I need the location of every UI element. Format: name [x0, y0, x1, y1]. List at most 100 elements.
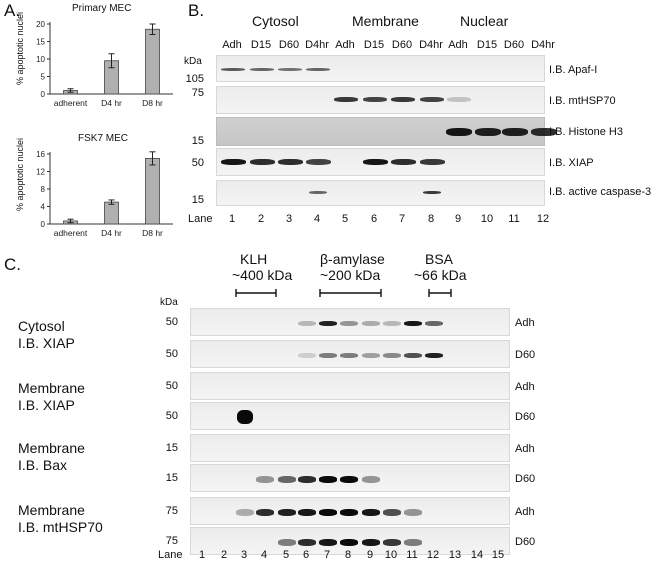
- blot-band: [390, 159, 416, 165]
- lane-number: 2: [220, 549, 228, 561]
- fraction-membrane: Membrane: [352, 13, 419, 29]
- mw-marker: 75: [165, 535, 178, 547]
- standard-amylase: β-amylase: [320, 251, 385, 267]
- group-label: Cytosol: [18, 318, 65, 334]
- lane-header: Adh: [222, 39, 242, 51]
- lane-header: Adh: [335, 39, 355, 51]
- lane-header: D4hr: [419, 39, 443, 51]
- fraction-strip: [190, 527, 510, 555]
- panel-b-kda: kDa: [184, 56, 202, 67]
- lane-number: 3: [240, 549, 248, 561]
- lane-header: D60: [278, 39, 300, 51]
- blot-band: [363, 97, 387, 102]
- fraction-strip: [190, 434, 510, 462]
- blot-band: [277, 159, 303, 165]
- lane-header: D4hr: [531, 39, 555, 51]
- x-tick-label: D8 hr: [142, 98, 163, 108]
- condition-label: Adh: [515, 381, 535, 393]
- fraction-band: [425, 352, 443, 358]
- lane-header: D60: [391, 39, 413, 51]
- mw-50: 50: [191, 157, 204, 169]
- panel-c-letter: C.: [4, 255, 21, 274]
- lane-number: 6: [302, 549, 310, 561]
- mw-marker: 15: [165, 472, 178, 484]
- mw-marker: 50: [165, 316, 178, 328]
- fraction-strip: [190, 497, 510, 525]
- x-tick-label: D4 hr: [101, 228, 122, 238]
- y-tick-label: 8: [41, 185, 46, 194]
- ib-histone-h3: I.B. Histone H3: [549, 126, 623, 138]
- condition-label: Adh: [515, 506, 535, 518]
- fraction-strip: [190, 372, 510, 400]
- lane-number: 10: [384, 549, 398, 561]
- blot-band: [420, 97, 444, 102]
- y-tick-label: 0: [41, 220, 46, 229]
- ib-xiap: I.B. XIAP: [549, 157, 594, 169]
- lane-number: 15: [491, 549, 505, 561]
- fraction-band: [404, 352, 422, 358]
- blot-band: [305, 159, 331, 165]
- fraction-band: [319, 352, 337, 358]
- lane-number: 12: [426, 549, 440, 561]
- fraction-strip: [190, 308, 510, 336]
- lane-number: 5: [341, 213, 349, 225]
- lane-number: 9: [366, 549, 374, 561]
- fraction-band: [278, 508, 296, 516]
- lane-number: 9: [454, 213, 462, 225]
- blot-band: [221, 68, 245, 71]
- lane-number: 10: [480, 213, 494, 225]
- fraction-band: [298, 508, 316, 516]
- fraction-band: [362, 538, 380, 546]
- group-ib-label: I.B. XIAP: [18, 397, 75, 413]
- blot-strip: [216, 148, 545, 176]
- condition-label: Adh: [515, 443, 535, 455]
- fraction-band: [383, 352, 401, 358]
- chart-1: 0 5 10 15 20 adherent D4 hr D8 hr: [36, 20, 173, 108]
- standard-klh-size: ~400 kDa: [232, 267, 293, 283]
- standard-bsa: BSA: [425, 251, 454, 267]
- lane-header: D4hr: [305, 39, 329, 51]
- lane-number: 6: [370, 213, 378, 225]
- x-tick-label: D4 hr: [101, 98, 122, 108]
- fraction-band: [340, 508, 358, 516]
- blot-strip: [216, 180, 545, 206]
- standard-bsa-size: ~66 kDa: [414, 267, 467, 283]
- fraction-strip: [190, 402, 510, 430]
- fraction-band: [236, 508, 254, 516]
- lane-number: 1: [228, 213, 236, 225]
- fraction-cytosol: Cytosol: [252, 13, 299, 29]
- fraction-band: [237, 410, 253, 424]
- condition-label: D60: [515, 473, 536, 485]
- x-tick-label: adherent: [54, 228, 88, 238]
- panel-c-lane-label: Lane: [158, 549, 183, 561]
- fraction-band: [404, 538, 422, 546]
- blot-band: [220, 159, 246, 165]
- blot-band: [309, 191, 327, 194]
- lane-number: 13: [448, 549, 462, 561]
- y-tick-label: 16: [36, 150, 45, 159]
- fraction-band: [362, 320, 380, 326]
- lane-number: 8: [344, 549, 352, 561]
- ib-mthsp70: I.B. mtHSP70: [549, 95, 616, 107]
- blot-strip: [216, 55, 545, 82]
- fraction-strip: [190, 464, 510, 492]
- bsa-range-bar: [428, 289, 452, 297]
- fraction-band: [383, 538, 401, 546]
- amylase-range-bar: [319, 289, 382, 297]
- panel-c-kda: kDa: [160, 297, 178, 308]
- mw-75: 75: [191, 87, 204, 99]
- lane-number: 1: [198, 549, 206, 561]
- chart-1-title: Primary MEC: [72, 3, 132, 14]
- lane-header: D15: [250, 39, 272, 51]
- lane-number: 8: [427, 213, 435, 225]
- fraction-band: [340, 320, 358, 326]
- blot-band: [278, 68, 302, 71]
- standard-amylase-size: ~200 kDa: [320, 267, 381, 283]
- fraction-band: [383, 320, 401, 326]
- group-label: Membrane: [18, 380, 85, 396]
- lane-number: 14: [470, 549, 484, 561]
- y-tick-label: 20: [36, 20, 45, 29]
- blot-band: [423, 191, 441, 194]
- chart-2-title: FSK7 MEC: [78, 133, 129, 144]
